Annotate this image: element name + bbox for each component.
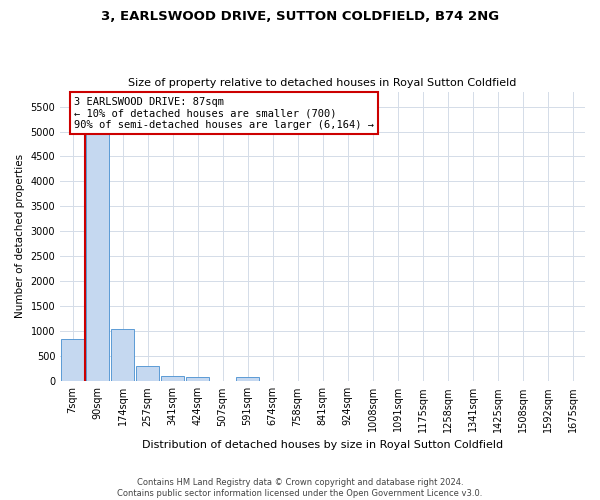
Text: Contains HM Land Registry data © Crown copyright and database right 2024.
Contai: Contains HM Land Registry data © Crown c… bbox=[118, 478, 482, 498]
Bar bbox=[86, 126, 109, 382]
Text: 3, EARLSWOOD DRIVE, SUTTON COLDFIELD, B74 2NG: 3, EARLSWOOD DRIVE, SUTTON COLDFIELD, B7… bbox=[101, 10, 499, 23]
Bar bbox=[161, 376, 184, 382]
Bar bbox=[61, 339, 84, 382]
Bar bbox=[136, 366, 159, 382]
Title: Size of property relative to detached houses in Royal Sutton Coldfield: Size of property relative to detached ho… bbox=[128, 78, 517, 88]
X-axis label: Distribution of detached houses by size in Royal Sutton Coldfield: Distribution of detached houses by size … bbox=[142, 440, 503, 450]
Bar bbox=[112, 329, 134, 382]
Text: 3 EARLSWOOD DRIVE: 87sqm
← 10% of detached houses are smaller (700)
90% of semi-: 3 EARLSWOOD DRIVE: 87sqm ← 10% of detach… bbox=[74, 96, 374, 130]
Bar bbox=[236, 378, 259, 382]
Bar bbox=[187, 378, 209, 382]
Y-axis label: Number of detached properties: Number of detached properties bbox=[15, 154, 25, 318]
